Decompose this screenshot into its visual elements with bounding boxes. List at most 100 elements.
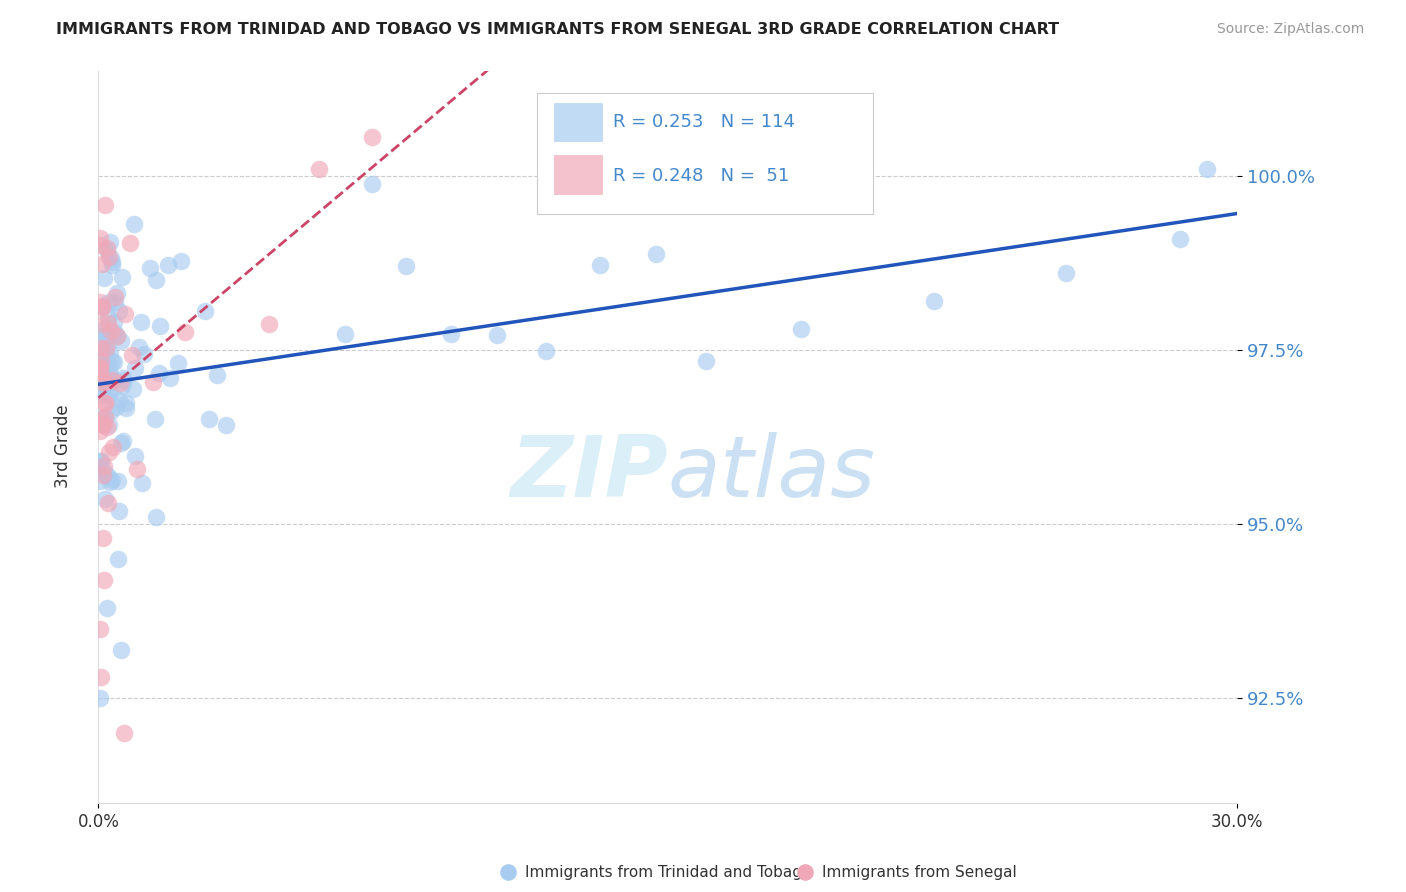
Text: ZIP: ZIP bbox=[510, 432, 668, 516]
Point bbox=[645, 247, 668, 261]
Point bbox=[100, 251, 122, 265]
Text: Immigrants from Trinidad and Tobago: Immigrants from Trinidad and Tobago bbox=[526, 864, 811, 880]
Point bbox=[94, 331, 117, 345]
Point bbox=[93, 573, 115, 587]
Point bbox=[93, 378, 115, 392]
Point bbox=[143, 412, 166, 426]
Point bbox=[90, 301, 112, 315]
Point bbox=[131, 476, 153, 491]
Text: 3rd Grade: 3rd Grade bbox=[55, 404, 72, 488]
Text: R = 0.248   N =  51: R = 0.248 N = 51 bbox=[613, 167, 789, 185]
Point bbox=[89, 364, 111, 378]
Point bbox=[93, 459, 115, 474]
Point bbox=[145, 510, 167, 524]
Point bbox=[90, 670, 112, 684]
Point bbox=[94, 409, 117, 424]
Point bbox=[101, 355, 124, 369]
Point bbox=[89, 238, 111, 252]
Point bbox=[121, 382, 143, 396]
Point bbox=[89, 424, 111, 438]
Point bbox=[93, 381, 115, 395]
Point bbox=[96, 242, 118, 256]
Point bbox=[1054, 266, 1078, 280]
FancyBboxPatch shape bbox=[554, 103, 602, 141]
Point bbox=[104, 290, 127, 304]
Point bbox=[108, 393, 131, 408]
Point bbox=[112, 370, 135, 384]
Point bbox=[107, 552, 129, 566]
Point bbox=[142, 375, 165, 389]
Point bbox=[110, 334, 132, 348]
Point bbox=[98, 387, 121, 401]
FancyBboxPatch shape bbox=[537, 94, 873, 214]
Point bbox=[360, 177, 382, 191]
Point bbox=[103, 355, 125, 369]
Point bbox=[91, 531, 114, 545]
Point bbox=[89, 474, 111, 488]
Point bbox=[96, 420, 118, 434]
Point bbox=[90, 409, 112, 424]
Text: IMMIGRANTS FROM TRINIDAD AND TOBAGO VS IMMIGRANTS FROM SENEGAL 3RD GRADE CORRELA: IMMIGRANTS FROM TRINIDAD AND TOBAGO VS I… bbox=[56, 22, 1059, 37]
Point bbox=[89, 691, 111, 706]
Text: Source: ZipAtlas.com: Source: ZipAtlas.com bbox=[1216, 22, 1364, 37]
Point bbox=[93, 271, 115, 285]
Point bbox=[97, 469, 120, 483]
Point bbox=[91, 417, 114, 432]
Point bbox=[111, 379, 134, 393]
Point bbox=[111, 434, 134, 448]
Point bbox=[96, 243, 118, 257]
Point bbox=[89, 359, 111, 374]
Point bbox=[335, 326, 357, 341]
Point bbox=[101, 373, 124, 387]
Point bbox=[1195, 161, 1218, 176]
Point bbox=[124, 217, 146, 231]
Point bbox=[118, 235, 141, 250]
Point bbox=[97, 496, 120, 510]
Point bbox=[89, 383, 111, 397]
Point bbox=[157, 259, 180, 273]
Point bbox=[97, 417, 120, 432]
Point bbox=[115, 401, 138, 415]
Point bbox=[112, 726, 135, 740]
Point bbox=[91, 387, 114, 401]
Point bbox=[111, 269, 134, 284]
Point bbox=[97, 310, 120, 324]
Point bbox=[91, 384, 114, 398]
Point bbox=[922, 294, 945, 309]
Point bbox=[1170, 231, 1192, 245]
Point bbox=[93, 342, 115, 356]
Point bbox=[91, 375, 114, 389]
Point bbox=[91, 467, 114, 482]
Point bbox=[259, 318, 281, 332]
Point bbox=[94, 395, 117, 409]
Point bbox=[121, 348, 143, 362]
Point bbox=[395, 259, 418, 273]
Text: Immigrants from Senegal: Immigrants from Senegal bbox=[821, 864, 1017, 880]
Point bbox=[695, 354, 717, 368]
Point bbox=[91, 317, 114, 331]
Point bbox=[110, 642, 132, 657]
Point bbox=[97, 328, 120, 343]
Point bbox=[89, 364, 111, 378]
Point bbox=[205, 368, 228, 382]
Point bbox=[108, 504, 131, 518]
Point bbox=[214, 417, 236, 432]
Point bbox=[588, 258, 610, 272]
Point bbox=[98, 368, 121, 382]
Point bbox=[197, 411, 219, 425]
Point bbox=[98, 475, 121, 490]
Point bbox=[97, 316, 120, 330]
Point bbox=[114, 307, 136, 321]
Point bbox=[124, 449, 146, 463]
Point bbox=[101, 473, 124, 487]
Text: R = 0.253   N = 114: R = 0.253 N = 114 bbox=[613, 112, 796, 131]
Point bbox=[105, 286, 128, 301]
Point bbox=[94, 396, 117, 410]
Point bbox=[97, 250, 120, 264]
Point bbox=[96, 338, 118, 352]
Point bbox=[97, 444, 120, 458]
Point bbox=[170, 254, 193, 268]
Point bbox=[89, 295, 111, 310]
Point bbox=[91, 417, 114, 432]
Point bbox=[98, 362, 121, 376]
